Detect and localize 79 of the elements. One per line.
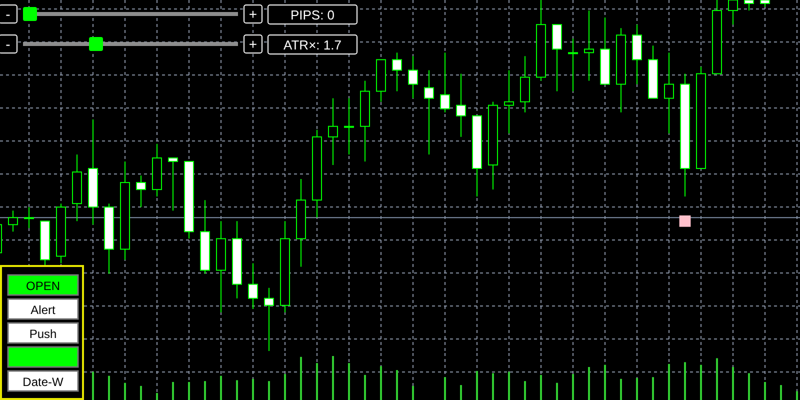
button: -: [0, 34, 18, 54]
bar: [396, 370, 398, 400]
bar: [540, 374, 542, 400]
bar: [268, 381, 270, 400]
bar: [668, 364, 670, 400]
candlestick: [392, 52, 402, 92]
bar: [236, 380, 238, 400]
bar: [108, 376, 110, 400]
candlestick: [328, 98, 338, 166]
bar: [172, 382, 174, 400]
bar: [124, 382, 126, 400]
bar: [732, 367, 734, 400]
bar: [204, 381, 206, 400]
bar: [460, 385, 462, 400]
bar: [684, 362, 686, 400]
bar: [700, 364, 702, 400]
bar: [476, 370, 478, 400]
annotation: Alert: [30, 303, 56, 317]
bar: [300, 356, 302, 400]
bar: [220, 376, 222, 400]
candlestick: [440, 52, 450, 113]
bar: [348, 363, 350, 400]
value-box: PIPS: 0: [268, 4, 358, 24]
bar: [140, 386, 142, 400]
bar: [92, 372, 94, 400]
bar: [652, 377, 654, 400]
candlestick: [8, 210, 18, 232]
annotation: Push: [29, 327, 57, 341]
candlestick: [744, 0, 754, 12]
bar: [492, 373, 494, 400]
annotation: ATR×: 1.7: [284, 38, 342, 52]
bar: [556, 382, 558, 400]
annotation: -: [6, 36, 11, 52]
bar: [780, 385, 782, 400]
bar: [284, 374, 286, 400]
button: +: [244, 34, 262, 54]
candlestick: [568, 38, 578, 92]
bar: [604, 364, 606, 400]
bar: [716, 358, 718, 400]
button: +: [244, 4, 262, 24]
annotation: Date-W: [22, 375, 64, 389]
bar: [588, 367, 590, 400]
bar: [380, 366, 382, 400]
candlestick: [264, 287, 274, 352]
candlestick: [248, 262, 258, 310]
candlestick: [344, 98, 354, 155]
bar: [364, 374, 366, 400]
bar: [316, 363, 318, 400]
candlestick: [168, 157, 178, 212]
value-box: ATR×: 1.7: [268, 34, 358, 54]
bar: [412, 386, 414, 400]
bar: [188, 382, 190, 400]
annotation: +: [248, 6, 258, 22]
bar: [524, 381, 526, 400]
annotation: -: [6, 6, 11, 22]
bar: [636, 378, 638, 400]
candlestick: [728, 0, 738, 26]
annotation: PIPS: 0: [290, 8, 335, 22]
annotation: OPEN: [26, 279, 60, 293]
candlestick: [456, 73, 466, 138]
candlestick: [24, 206, 34, 229]
bar: [796, 391, 798, 400]
candlestick: [584, 10, 594, 82]
annotation: +: [248, 36, 258, 52]
bar: [572, 374, 574, 400]
candlestick: [504, 70, 514, 134]
candlestick: [136, 175, 146, 208]
candlestick: [424, 70, 434, 155]
bar: [444, 377, 446, 400]
bar: [508, 372, 510, 400]
candlestick: [408, 56, 418, 99]
candlestick: [664, 52, 674, 134]
bar: [332, 356, 334, 400]
bar: [764, 382, 766, 400]
bar: [252, 378, 254, 400]
bar: [748, 373, 750, 400]
button: -: [0, 4, 18, 24]
bar: [620, 378, 622, 400]
bar: [156, 392, 158, 400]
